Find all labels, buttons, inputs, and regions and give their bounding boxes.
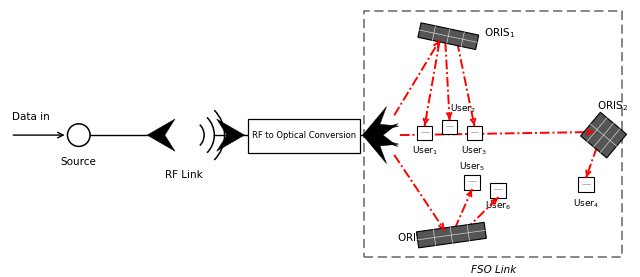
Text: Data in: Data in: [12, 112, 50, 122]
Bar: [417, 222, 486, 248]
Bar: [464, 175, 479, 189]
Text: RF to Optical Conversion: RF to Optical Conversion: [252, 131, 356, 140]
Text: User$_1$: User$_1$: [412, 144, 438, 157]
Text: ORIS$_2$: ORIS$_2$: [596, 100, 628, 114]
Bar: [442, 120, 458, 134]
Text: User$_5$: User$_5$: [459, 160, 485, 173]
Text: User$_3$: User$_3$: [461, 144, 488, 157]
Bar: [417, 125, 433, 140]
Bar: [467, 125, 482, 140]
Polygon shape: [216, 119, 244, 151]
Text: RF Link: RF Link: [166, 170, 204, 180]
Text: Source: Source: [61, 157, 97, 167]
Bar: [490, 183, 506, 198]
Polygon shape: [363, 124, 398, 147]
Text: User$_4$: User$_4$: [573, 197, 599, 210]
Text: User$_6$: User$_6$: [485, 200, 511, 212]
Polygon shape: [363, 107, 399, 135]
Text: FSO Link: FSO Link: [470, 265, 516, 275]
Polygon shape: [147, 119, 175, 151]
Text: ORIS$_1$: ORIS$_1$: [484, 27, 515, 40]
Bar: [248, 119, 360, 153]
Bar: [364, 11, 622, 257]
Bar: [579, 178, 594, 192]
Polygon shape: [363, 135, 399, 164]
Text: ORIS$_3$: ORIS$_3$: [397, 231, 428, 245]
Text: User$_2$: User$_2$: [449, 102, 476, 115]
Bar: [580, 112, 627, 158]
Bar: [418, 23, 479, 50]
